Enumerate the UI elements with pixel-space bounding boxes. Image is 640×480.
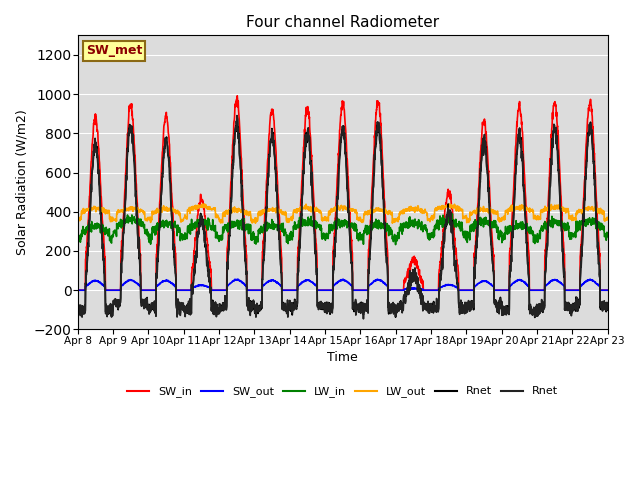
Rnet xyxy=(370,172,378,178)
SW_in xyxy=(370,156,378,162)
LW_out xyxy=(572,210,580,216)
Line: Rnet: Rnet xyxy=(77,116,608,319)
SW_out xyxy=(572,288,580,293)
SW_out xyxy=(604,288,612,293)
Rnet xyxy=(221,303,229,309)
Line: SW_out: SW_out xyxy=(77,279,608,290)
LW_out xyxy=(445,201,453,207)
Rnet xyxy=(604,306,612,312)
SW_out xyxy=(74,288,81,293)
LW_in xyxy=(392,242,399,248)
LW_out xyxy=(74,216,81,221)
Rnet xyxy=(557,221,565,227)
SW_in xyxy=(557,193,565,199)
Line: LW_out: LW_out xyxy=(77,204,608,223)
LW_in xyxy=(572,218,580,224)
SW_in xyxy=(604,288,612,293)
LW_out xyxy=(497,216,505,221)
Line: LW_in: LW_in xyxy=(77,214,608,245)
SW_out xyxy=(339,276,347,282)
SW_in xyxy=(358,288,366,293)
LW_out xyxy=(221,210,229,216)
LW_in xyxy=(74,237,81,242)
LW_in xyxy=(358,236,365,241)
SW_in xyxy=(572,288,580,293)
Rnet xyxy=(233,113,241,119)
Rnet xyxy=(572,294,580,300)
X-axis label: Time: Time xyxy=(327,351,358,364)
Line: SW_in: SW_in xyxy=(77,96,608,290)
LW_in xyxy=(497,232,505,238)
LW_in xyxy=(369,225,377,231)
Rnet xyxy=(358,306,366,312)
LW_out xyxy=(252,220,259,226)
LW_in xyxy=(449,211,456,217)
SW_out xyxy=(370,278,378,284)
SW_out xyxy=(557,280,565,286)
Legend: SW_in, SW_out, LW_in, LW_out, Rnet, Rnet: SW_in, SW_out, LW_in, LW_out, Rnet, Rnet xyxy=(122,382,563,402)
Line: Rnet: Rnet xyxy=(77,116,608,317)
SW_out xyxy=(497,288,504,293)
Rnet xyxy=(360,316,367,322)
SW_in xyxy=(234,93,241,99)
SW_in xyxy=(74,288,81,293)
LW_out xyxy=(358,217,366,223)
Text: SW_met: SW_met xyxy=(86,45,142,58)
Rnet xyxy=(497,306,505,312)
Rnet xyxy=(370,184,378,190)
Title: Four channel Radiometer: Four channel Radiometer xyxy=(246,15,439,30)
LW_in xyxy=(557,222,565,228)
Rnet xyxy=(531,314,539,320)
Rnet xyxy=(497,301,504,307)
LW_in xyxy=(604,233,612,239)
LW_in xyxy=(221,224,229,230)
Rnet xyxy=(221,303,229,309)
Rnet xyxy=(233,113,241,119)
Rnet xyxy=(74,308,81,314)
SW_in xyxy=(497,288,504,293)
LW_out xyxy=(557,207,565,213)
Rnet xyxy=(74,308,81,314)
Y-axis label: Solar Radiation (W/m2): Solar Radiation (W/m2) xyxy=(15,109,28,255)
SW_out xyxy=(358,288,366,293)
LW_out xyxy=(604,216,612,221)
LW_out xyxy=(370,207,378,213)
SW_in xyxy=(221,288,229,293)
SW_out xyxy=(221,288,229,293)
Rnet xyxy=(604,304,612,310)
Rnet xyxy=(572,297,580,302)
Rnet xyxy=(358,306,366,312)
Rnet xyxy=(557,220,565,226)
